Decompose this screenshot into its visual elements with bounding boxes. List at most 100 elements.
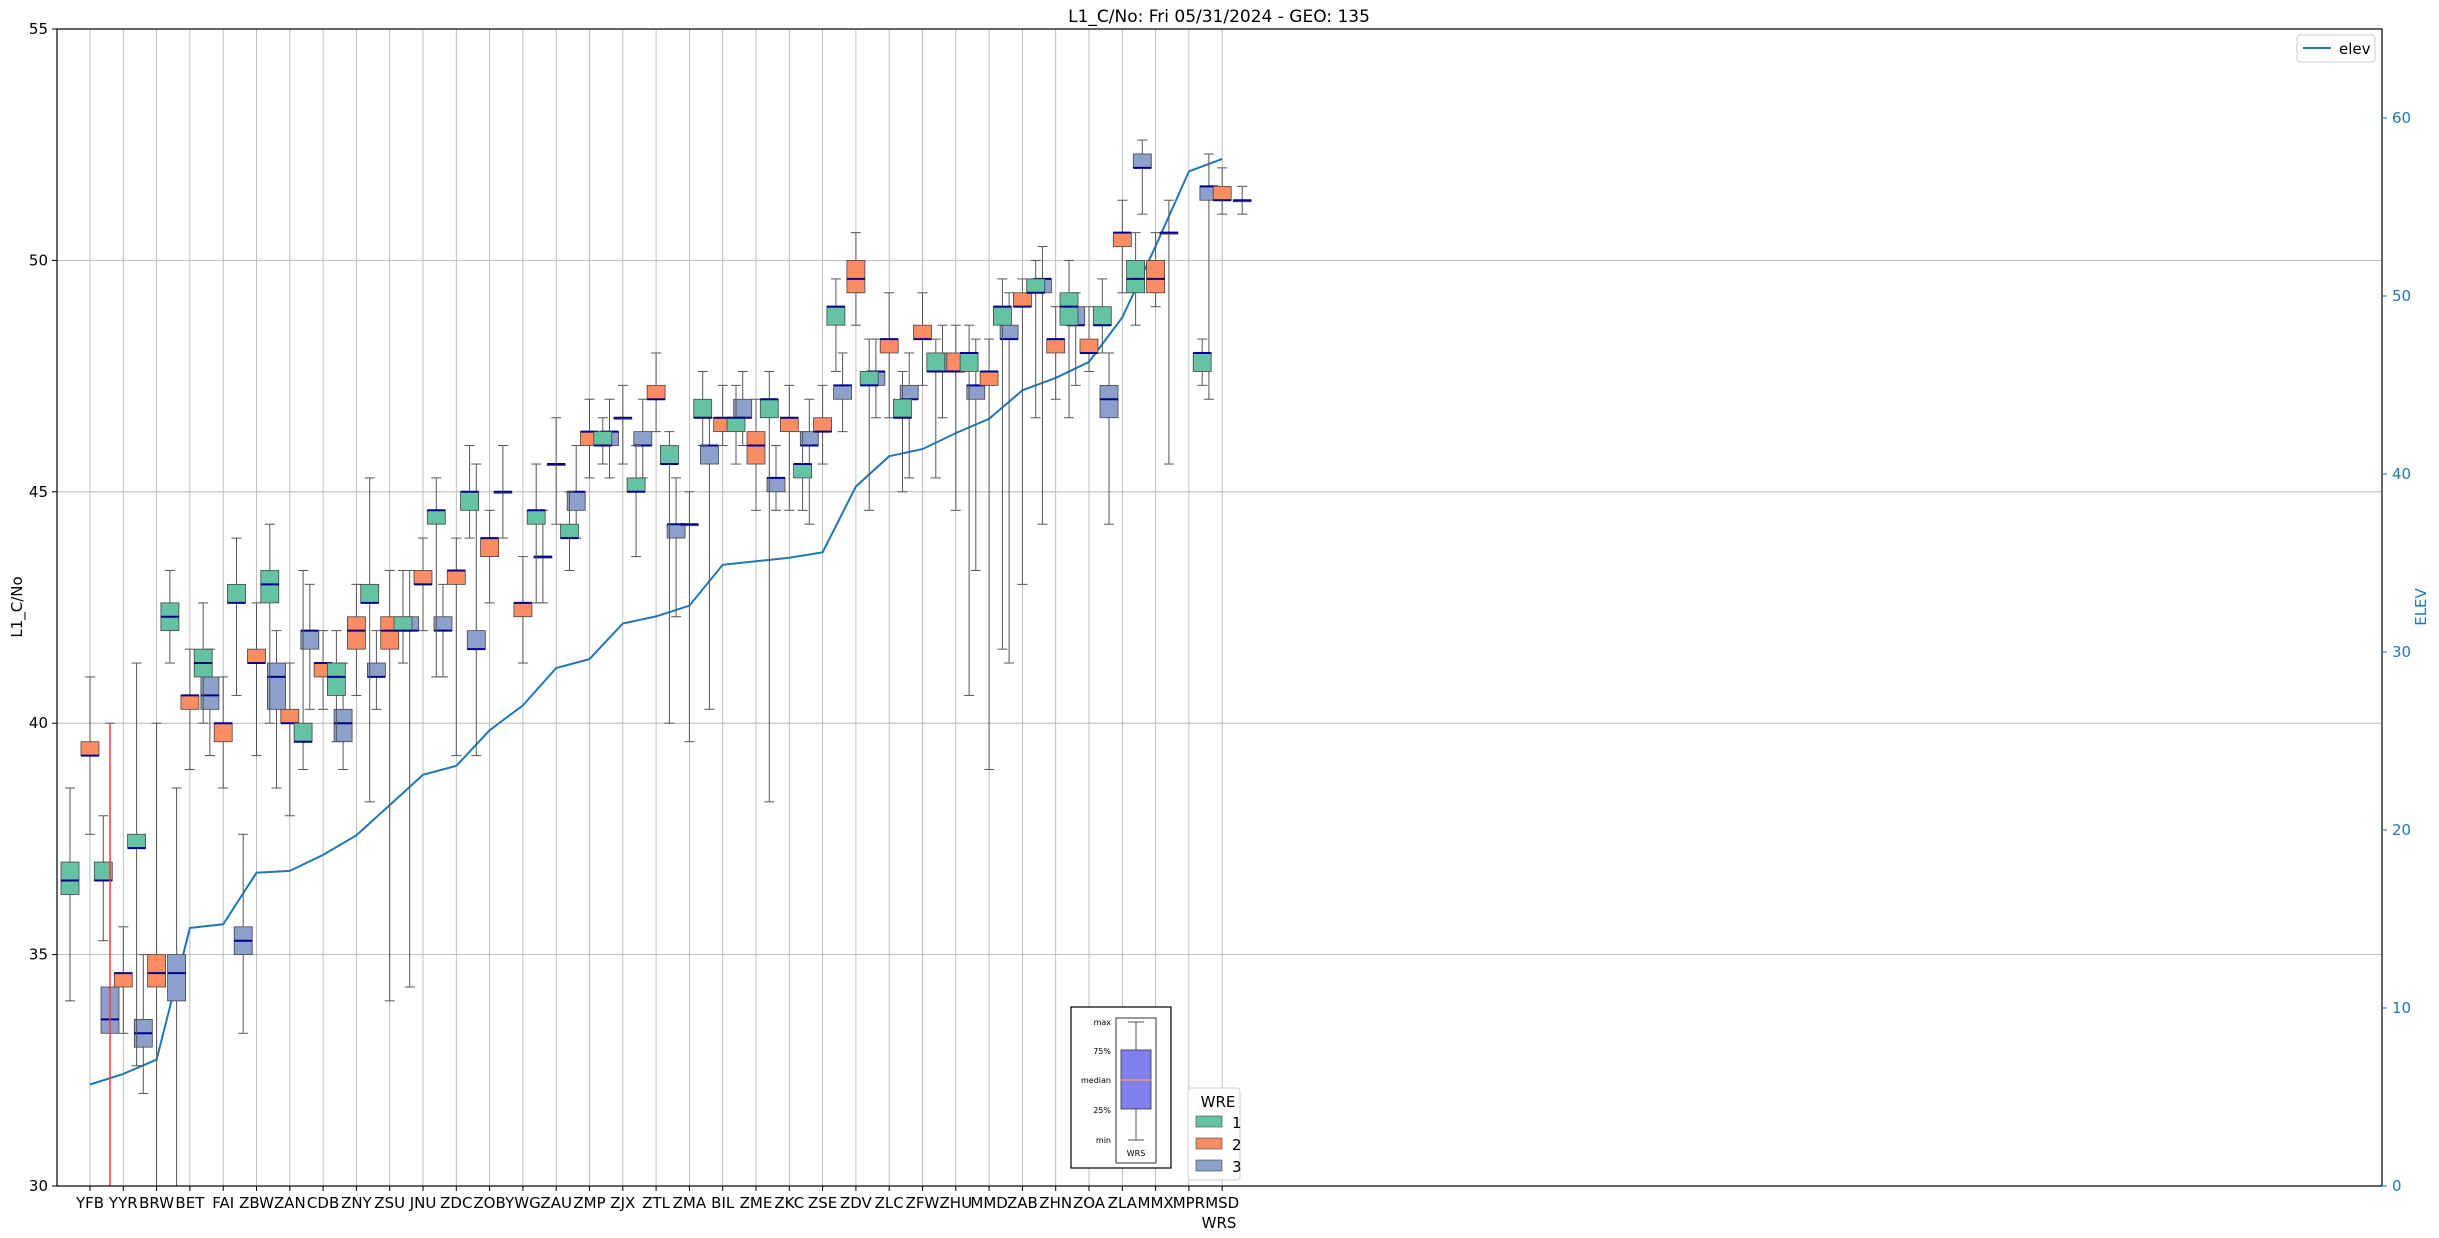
box-iqr	[813, 417, 832, 433]
box-iqr	[993, 306, 1012, 326]
box-layer	[60, 139, 1252, 1187]
box-iqr	[526, 509, 546, 525]
key-label-25: 25%	[1093, 1106, 1111, 1115]
box-iqr	[127, 833, 146, 849]
box-iqr	[293, 722, 313, 743]
elev-series-line	[89, 157, 1223, 1086]
box-MMX-wre2	[1146, 232, 1165, 308]
box-iqr	[393, 616, 413, 632]
box-iqr	[1146, 259, 1165, 294]
x-tick-label: MPR	[1173, 1194, 1205, 1212]
box-iqr	[1059, 292, 1079, 326]
x-tick-label: ZDV	[840, 1194, 873, 1212]
box-ZOB-wre1	[460, 445, 480, 539]
box-BRW-wre3	[167, 787, 187, 1187]
box-BRW-wre2	[147, 722, 167, 1187]
box-BET-wre1	[160, 569, 180, 664]
box-YWG-wre1	[493, 445, 513, 539]
box-JNU-wre2	[413, 537, 433, 632]
x-tick-label: ZFW	[906, 1194, 940, 1212]
box-ZDV-wre1	[826, 278, 846, 372]
box-ZSE-wre3	[833, 352, 852, 433]
box-iqr	[1046, 338, 1066, 354]
tick-layer: YFB YYR BRW BET FAI ZBW ZAN CDB ZNY ZSU JNU ZDC ZOB Y…	[29, 20, 2411, 1212]
box-iqr	[113, 972, 133, 988]
elev-legend: elev	[2296, 34, 2376, 63]
box-iqr	[333, 708, 353, 743]
box-MSD-wre2	[1212, 167, 1232, 215]
x-tick-label: ZAN	[274, 1194, 306, 1212]
box-iqr	[227, 583, 246, 604]
box-iqr	[646, 384, 666, 400]
box-iqr	[1092, 306, 1112, 326]
box-ZTL-wre1	[626, 445, 646, 558]
key-label-max: max	[1094, 1018, 1112, 1027]
chart-title: L1_C/No: Fri 05/31/2024 - GEO: 135	[1068, 7, 1370, 27]
box-iqr	[446, 570, 466, 585]
key-label-min: min	[1096, 1136, 1111, 1145]
box-MMD-wre2	[979, 338, 999, 770]
key-label-75: 75%	[1093, 1047, 1111, 1056]
box-CDB-wre1	[293, 569, 313, 770]
box-YWG-wre2	[513, 556, 533, 664]
box-JNU-wre3	[433, 583, 453, 678]
box-BIL-wre1	[693, 370, 713, 447]
box-iqr	[826, 306, 846, 326]
box-ZHU-wre3	[966, 338, 986, 571]
box-iqr	[879, 338, 899, 354]
box-ZBW-wre1	[227, 537, 246, 696]
y2-tick-label: 40	[2392, 465, 2411, 483]
box-iqr	[413, 570, 433, 585]
x-tick-label: YFB	[75, 1194, 104, 1212]
box-iqr	[466, 630, 486, 650]
box-FAI-wre1	[193, 602, 213, 724]
elev-legend-label: elev	[2339, 40, 2371, 58]
y2-tick-label: 60	[2392, 109, 2411, 127]
box-iqr	[913, 324, 932, 340]
y-tick-label: 40	[29, 714, 48, 732]
box-ZAN-wre1	[260, 523, 280, 724]
box-ZFW-wre2	[913, 292, 932, 386]
box-iqr	[180, 695, 200, 710]
box-ZFW-wre1	[893, 370, 912, 493]
box-ZAN-wre3	[300, 583, 320, 710]
box-ZBW-wre3	[267, 630, 286, 789]
box-iqr	[460, 491, 480, 511]
box-BET-wre2	[180, 648, 200, 770]
y-axis-title: L1_C/No	[8, 576, 27, 637]
box-ZLC-wre2	[879, 292, 899, 419]
box-iqr	[1026, 278, 1046, 294]
box-iqr	[626, 477, 646, 493]
elev-line-layer	[89, 157, 1223, 1086]
box-ZMP-wre1	[560, 491, 579, 571]
x-tick-label: CDB	[307, 1194, 339, 1212]
x-tick-label: BET	[175, 1194, 205, 1212]
x-tick-label: FAI	[212, 1194, 234, 1212]
box-iqr	[859, 371, 879, 386]
boxplot-key-inset: max 75% median 25% min WRS	[1070, 1006, 1172, 1169]
box-iqr	[593, 431, 613, 446]
box-ZLA-wre2	[1112, 199, 1132, 294]
x-tick-label: MMX	[1138, 1194, 1174, 1212]
x-tick-label: ZSU	[374, 1194, 405, 1212]
wre-legend: WRE 1 2 3	[1187, 1087, 1242, 1181]
wre-legend-label-2: 2	[1232, 1136, 1242, 1154]
box-iqr	[513, 602, 533, 618]
x-tick-label: ZNY	[341, 1194, 372, 1212]
box-iqr	[1112, 232, 1132, 247]
key-label-median: median	[1081, 1076, 1111, 1085]
box-iqr	[893, 398, 912, 419]
box-iqr	[267, 662, 286, 710]
box-FAI-wre3	[233, 833, 253, 1034]
box-MSD-wre1	[1192, 338, 1212, 386]
box-iqr	[560, 523, 579, 539]
box-ZHN-wre2	[1046, 306, 1066, 400]
box-MSD-wre3	[1232, 185, 1252, 215]
x-tick-label: MMD	[970, 1194, 1007, 1212]
box-iqr	[1212, 185, 1232, 201]
wre-legend-swatch-3	[1195, 1159, 1223, 1172]
box-iqr	[60, 861, 80, 895]
x-tick-label: ZLC	[875, 1194, 904, 1212]
y2-axis-title: ELEV	[2412, 587, 2430, 625]
